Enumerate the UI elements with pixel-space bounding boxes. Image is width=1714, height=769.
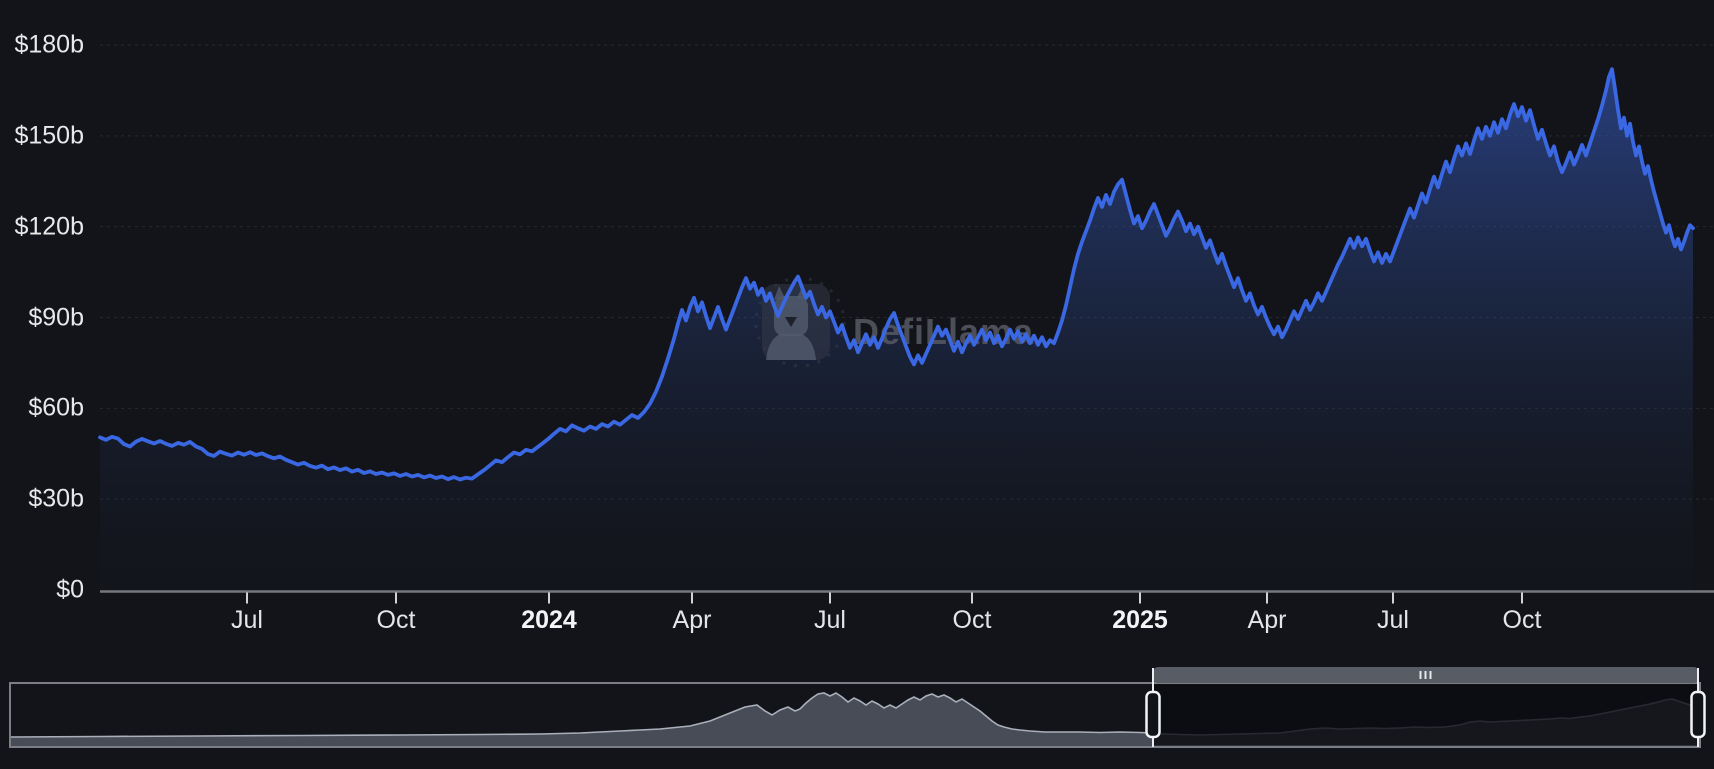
tvl-area (100, 69, 1693, 590)
y-axis-label: $60b (28, 393, 84, 422)
tvl-line-series[interactable] (98, 67, 1695, 482)
x-axis-label: 2024 (521, 606, 577, 634)
llama-nose-icon (785, 317, 797, 327)
x-axis-label: Jul (814, 606, 846, 634)
navigator-track[interactable] (10, 683, 1153, 747)
x-axis-label: Apr (1247, 606, 1287, 634)
x-axis-label: Oct (1502, 606, 1542, 634)
grip-icon (1429, 671, 1432, 679)
range-navigator[interactable] (9, 667, 1706, 748)
navigator-mini-area (10, 693, 1700, 746)
x-axis-label: Jul (231, 606, 263, 634)
y-axis-label: $120b (14, 212, 84, 241)
x-axis (100, 590, 1714, 604)
y-axis-label: $180b (14, 30, 84, 59)
tvl-line[interactable] (98, 67, 1695, 482)
llama-neck-icon (766, 334, 816, 360)
grip-icon (1419, 671, 1422, 679)
y-axis-label: $30b (28, 484, 84, 513)
y-axis-label: $150b (14, 121, 84, 150)
y-axis-label: $0 (56, 575, 84, 604)
tvl-area-fill (100, 69, 1693, 590)
x-axis-label: Apr (672, 606, 712, 634)
navigator-selected-range[interactable] (1153, 684, 1698, 746)
navigator-left-handle[interactable] (1145, 690, 1161, 739)
grip-icon (1424, 671, 1427, 679)
watermark-clock-ring (754, 276, 846, 368)
x-axis-label: Jul (1377, 606, 1409, 634)
x-axis-label: 2025 (1112, 606, 1168, 634)
y-axis-label: $90b (28, 303, 84, 331)
navigator-right-handle[interactable] (1690, 690, 1706, 739)
x-axis-label: Oct (376, 606, 416, 634)
x-axis-label: Oct (952, 606, 992, 634)
